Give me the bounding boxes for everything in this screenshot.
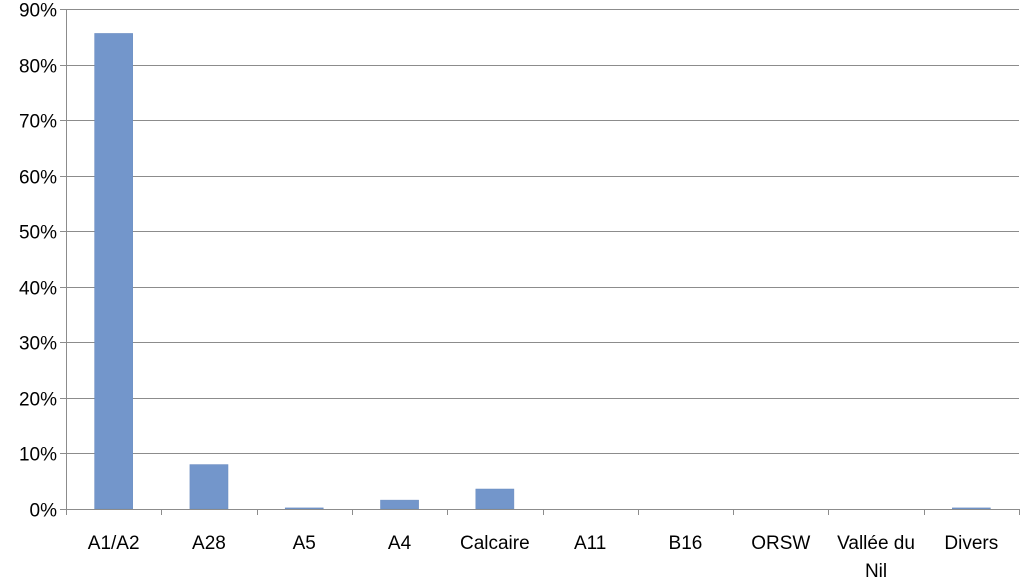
y-tick-label: 50% [19, 223, 57, 244]
y-tick-label: 20% [19, 390, 57, 411]
bar-1 [189, 464, 229, 510]
x-tick-label: Divers [944, 533, 998, 554]
axes [60, 9, 1020, 515]
bar-2 [284, 507, 324, 510]
y-tick-label: 40% [19, 279, 57, 300]
x-tick-label: ORSW [751, 533, 810, 554]
x-tick-label: Calcaire [460, 533, 530, 554]
y-tick-labels: 0% 10% 20% 30% 40% 50% 60% 70% 80% 90% [19, 1, 57, 522]
bars [94, 33, 991, 510]
x-tick-label: B16 [669, 533, 703, 554]
bar-0 [94, 33, 133, 510]
y-tick-label: 70% [19, 112, 57, 133]
bar-9 [952, 507, 991, 510]
bar-3 [380, 499, 419, 510]
gridlines [66, 9, 1019, 454]
x-tick-label: A28 [192, 533, 226, 554]
x-tick-label: A4 [388, 533, 412, 554]
y-tick-label: 0% [30, 501, 58, 522]
x-tick-label: A11 [574, 533, 606, 554]
y-tick-label: 10% [19, 445, 57, 466]
x-tick-labels: A1/A2 A28 A5 A4 Calcaire A11 B16 ORSW Vallée du N… [88, 533, 999, 582]
y-tick-label: 60% [19, 168, 57, 189]
x-tick-label: A5 [293, 533, 316, 554]
y-tick-label: 30% [19, 334, 57, 355]
x-tick-label: A1/A2 [88, 533, 140, 554]
x-tick-label: Vallée du Nil [837, 533, 915, 582]
y-tick-label: 80% [19, 57, 57, 78]
y-tick-label: 90% [19, 1, 57, 22]
bar-4 [475, 488, 515, 510]
